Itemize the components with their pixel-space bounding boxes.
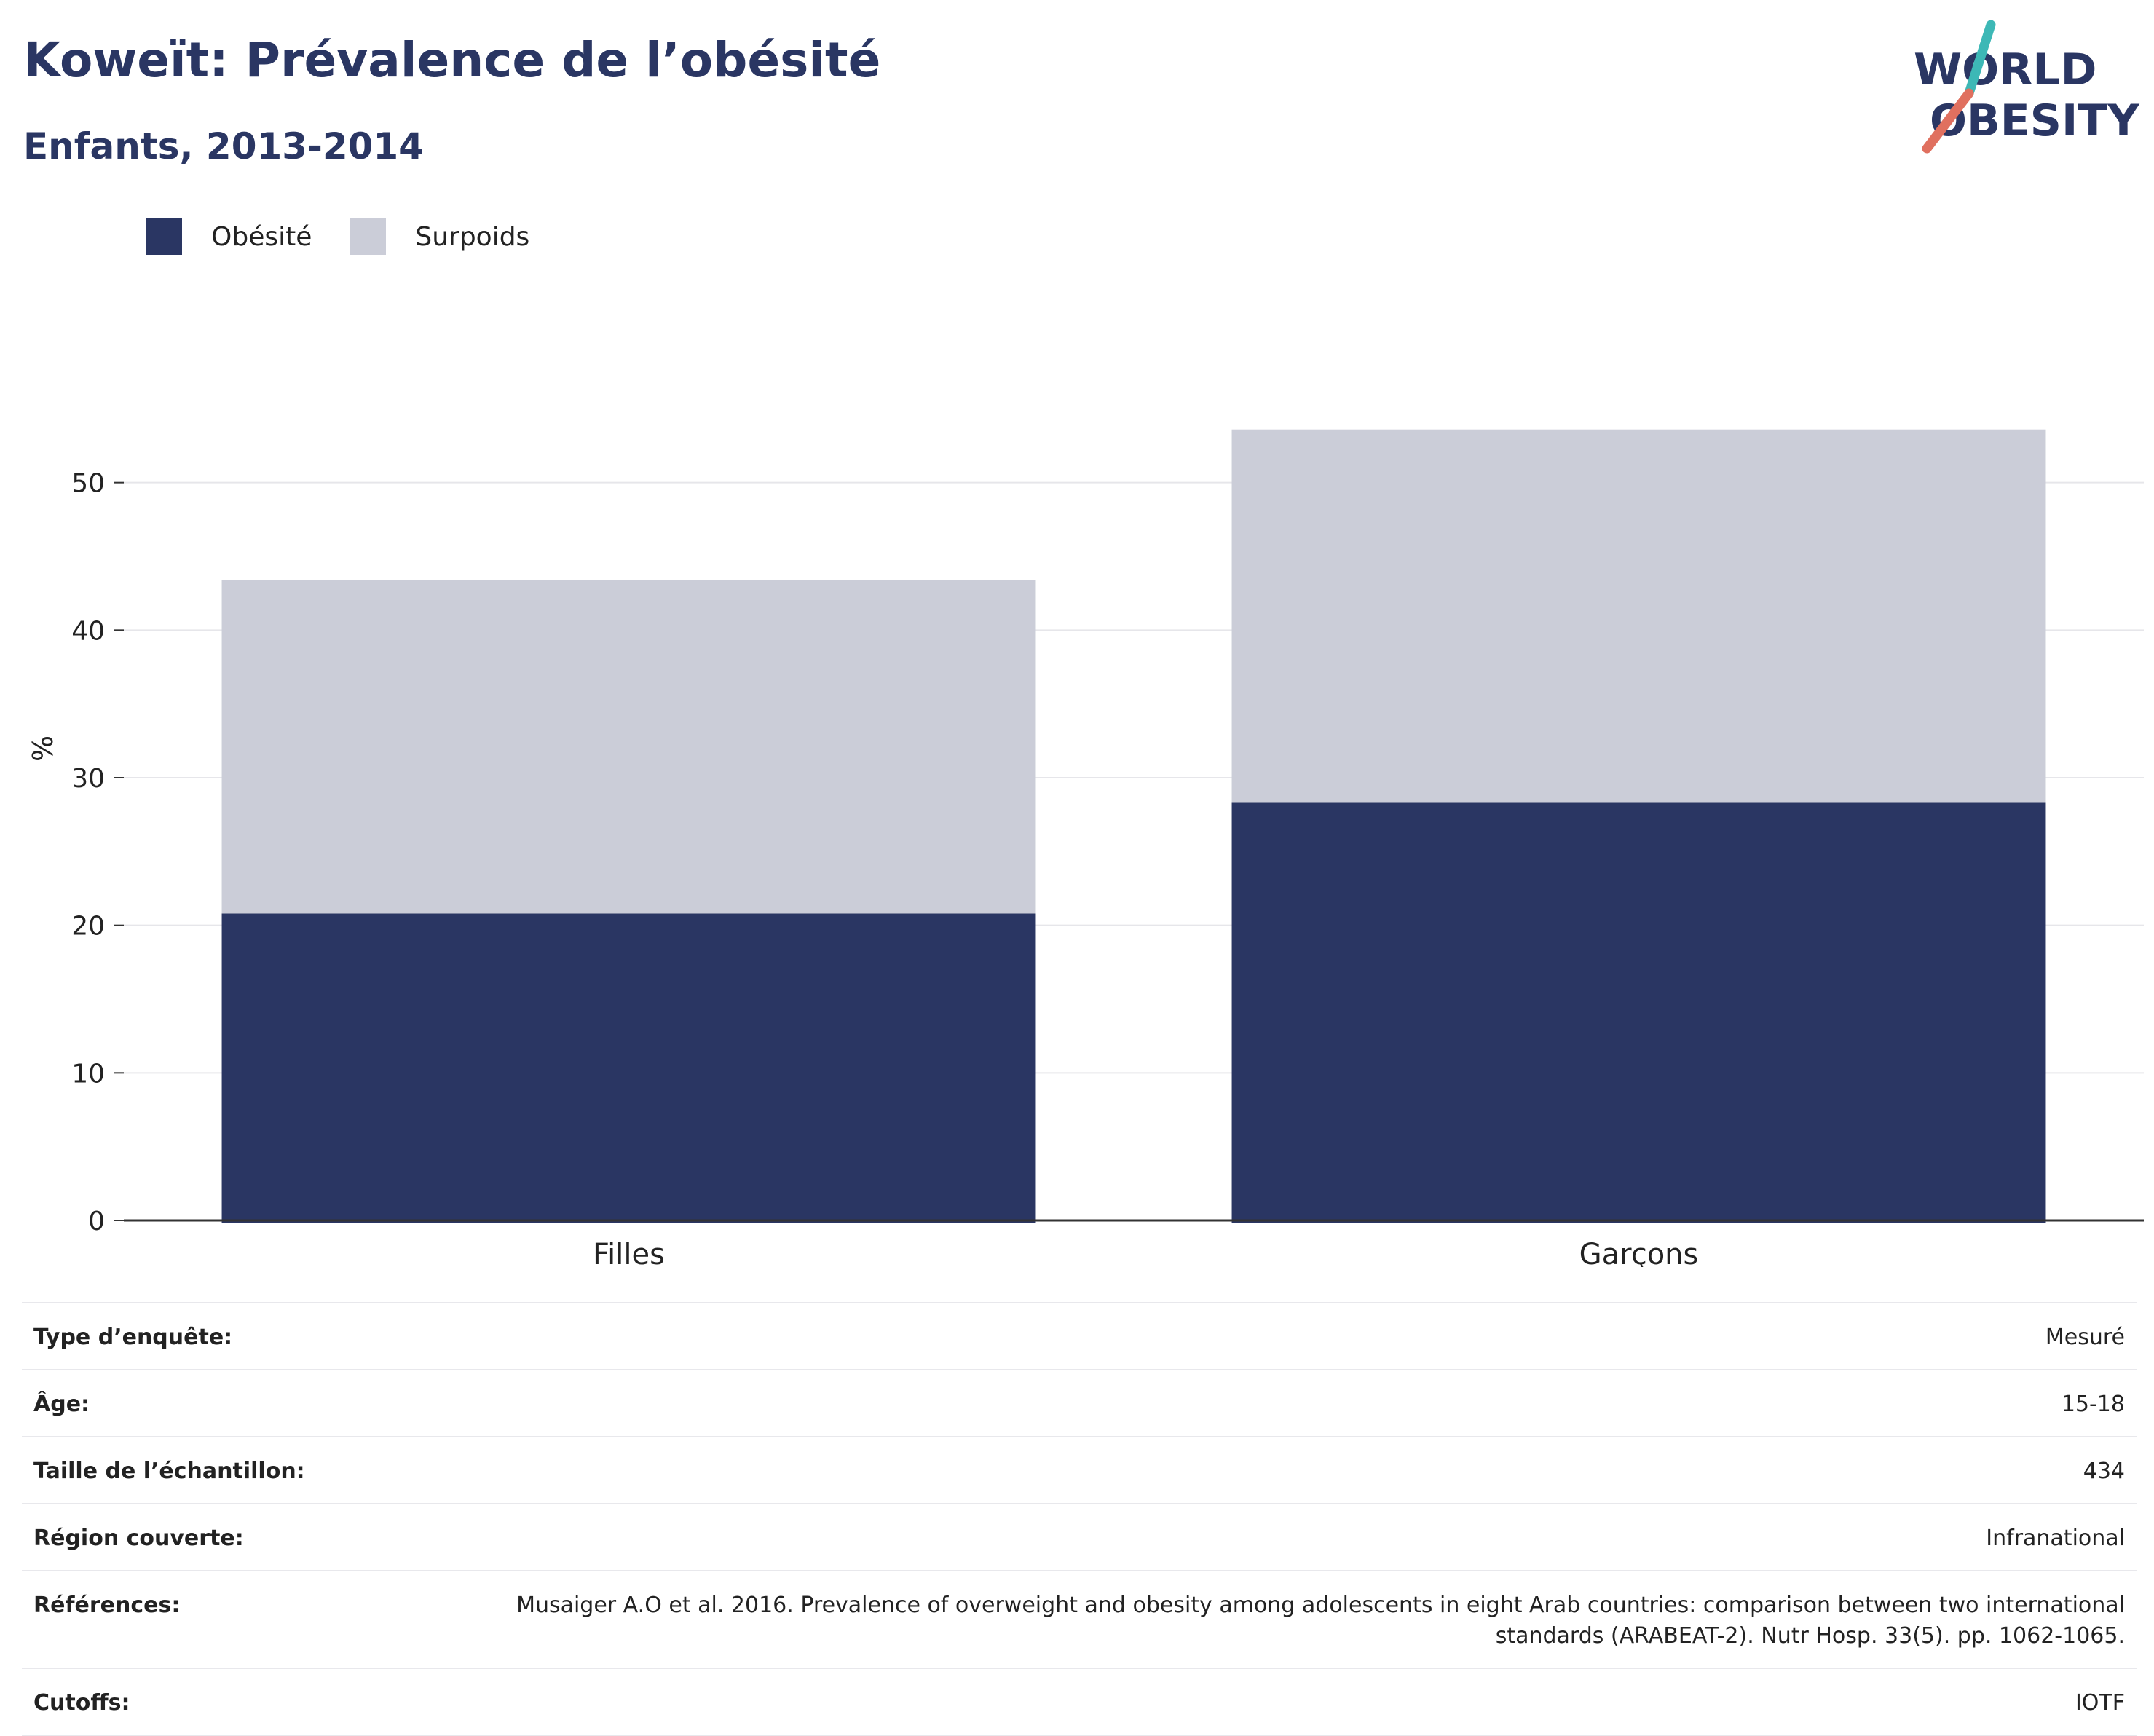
info-row: Type d’enquête: Mesuré <box>22 1303 2137 1370</box>
info-label: Région couverte: <box>33 1526 244 1551</box>
bar-overweight-1 <box>1231 429 2046 803</box>
y-tick-label: 0 <box>88 1207 105 1236</box>
info-value: 15-18 <box>2061 1392 2125 1417</box>
logo-line1: WORLD <box>1914 44 2096 95</box>
logo-slash-teal <box>1964 20 1996 98</box>
legend-swatch-obesity <box>146 218 182 255</box>
legend-item-obesity[interactable]: Obésité <box>146 218 312 255</box>
y-tick-label: 20 <box>71 912 105 942</box>
bar-overweight-0 <box>221 580 1036 914</box>
info-row: Taille de l’échantillon: 434 <box>22 1437 2137 1504</box>
bar-chart: 0 10 20 30 40 50% Filles Garçons <box>27 429 2144 1267</box>
info-label: Taille de l’échantillon: <box>33 1459 305 1484</box>
info-row: Âge: 15-18 <box>22 1370 2137 1437</box>
x-tick-label: Filles <box>593 1238 665 1267</box>
info-row: Références: Musaiger A.O et al. 2016. Pre… <box>22 1571 2137 1669</box>
info-label: Références: <box>33 1593 181 1618</box>
info-label: Type d’enquête: <box>33 1325 233 1350</box>
bar-obesity-1 <box>1231 802 2046 1223</box>
legend-item-overweight[interactable]: Surpoids <box>350 218 529 255</box>
y-tick-label: 10 <box>71 1059 105 1089</box>
y-tick-label: 50 <box>71 469 105 499</box>
info-row: Cutoffs: IOTF <box>22 1669 2137 1736</box>
legend-label-obesity: Obésité <box>211 221 312 252</box>
info-row: Région couverte: Infranational <box>22 1504 2137 1571</box>
legend-swatch-overweight <box>350 218 387 255</box>
x-tick-label: Garçons <box>1579 1238 1699 1267</box>
info-value: Mesuré <box>2045 1325 2125 1350</box>
survey-info-table: Type d’enquête: Mesuré Âge: 15-18 Taille de … <box>22 1302 2137 1736</box>
info-label: Cutoffs: <box>33 1690 130 1716</box>
chart-legend: Obésité Surpoids <box>146 217 529 256</box>
page-subtitle: Enfants, 2013-2014 <box>23 125 424 167</box>
y-axis-label: % <box>27 735 59 762</box>
y-tick-label: 30 <box>71 764 105 794</box>
logo-slash-coral <box>1922 88 1974 154</box>
world-obesity-logo: WORLD OBESITY <box>1914 20 2140 154</box>
info-value: IOTF <box>2075 1690 2125 1716</box>
info-value: Musaiger A.O et al. 2016. Prevalence of … <box>516 1593 2125 1649</box>
info-value: 434 <box>2083 1459 2125 1484</box>
bar-obesity-0 <box>221 913 1036 1223</box>
page-title: Koweït: Prévalence de l’obésité <box>23 32 881 88</box>
info-value: Infranational <box>1986 1526 2125 1551</box>
y-tick-label: 40 <box>71 616 105 646</box>
info-label: Âge: <box>33 1392 90 1417</box>
legend-label-overweight: Surpoids <box>415 221 530 252</box>
